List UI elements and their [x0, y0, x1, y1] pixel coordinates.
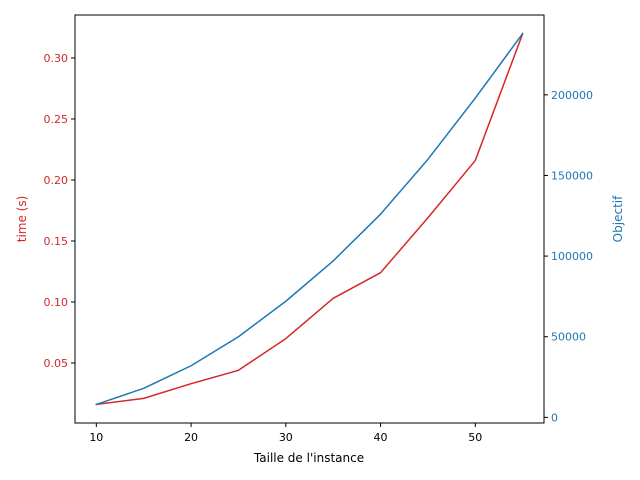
- time-series-line: [95, 32, 524, 406]
- left-tick-label: 0.15: [44, 235, 69, 248]
- x-tick-label: 20: [184, 431, 198, 444]
- x-tick-label: 10: [89, 431, 103, 444]
- left-tick-label: 0.10: [44, 296, 69, 309]
- left-tick-label: 0.05: [44, 357, 69, 370]
- right-tick-label: 150000: [551, 169, 593, 182]
- series-lines: [95, 32, 524, 406]
- left-tick-label: 0.20: [44, 174, 69, 187]
- x-tick-label: 30: [279, 431, 293, 444]
- right-tick-label: 100000: [551, 250, 593, 263]
- left-y-axis-label: time (s): [15, 196, 29, 243]
- x-tick-label: 50: [468, 431, 482, 444]
- x-axis-label: Taille de l'instance: [253, 451, 364, 465]
- plot-area: [74, 14, 545, 424]
- objectif-series-line: [95, 32, 524, 406]
- right-y-axis-label: Objectif: [611, 195, 625, 242]
- x-axis-ticks: 10 20 30 40 50: [89, 423, 482, 444]
- right-tick-label: 0: [551, 411, 558, 424]
- left-y-axis-ticks: 0.05 0.10 0.15 0.20 0.25 0.30: [44, 52, 75, 370]
- right-tick-label: 200000: [551, 89, 593, 102]
- x-tick-label: 40: [374, 431, 388, 444]
- right-tick-label: 50000: [551, 331, 586, 344]
- left-tick-label: 0.30: [44, 52, 69, 65]
- right-y-axis-ticks: 0 50000 100000 150000 200000: [544, 89, 593, 424]
- left-tick-label: 0.25: [44, 113, 69, 126]
